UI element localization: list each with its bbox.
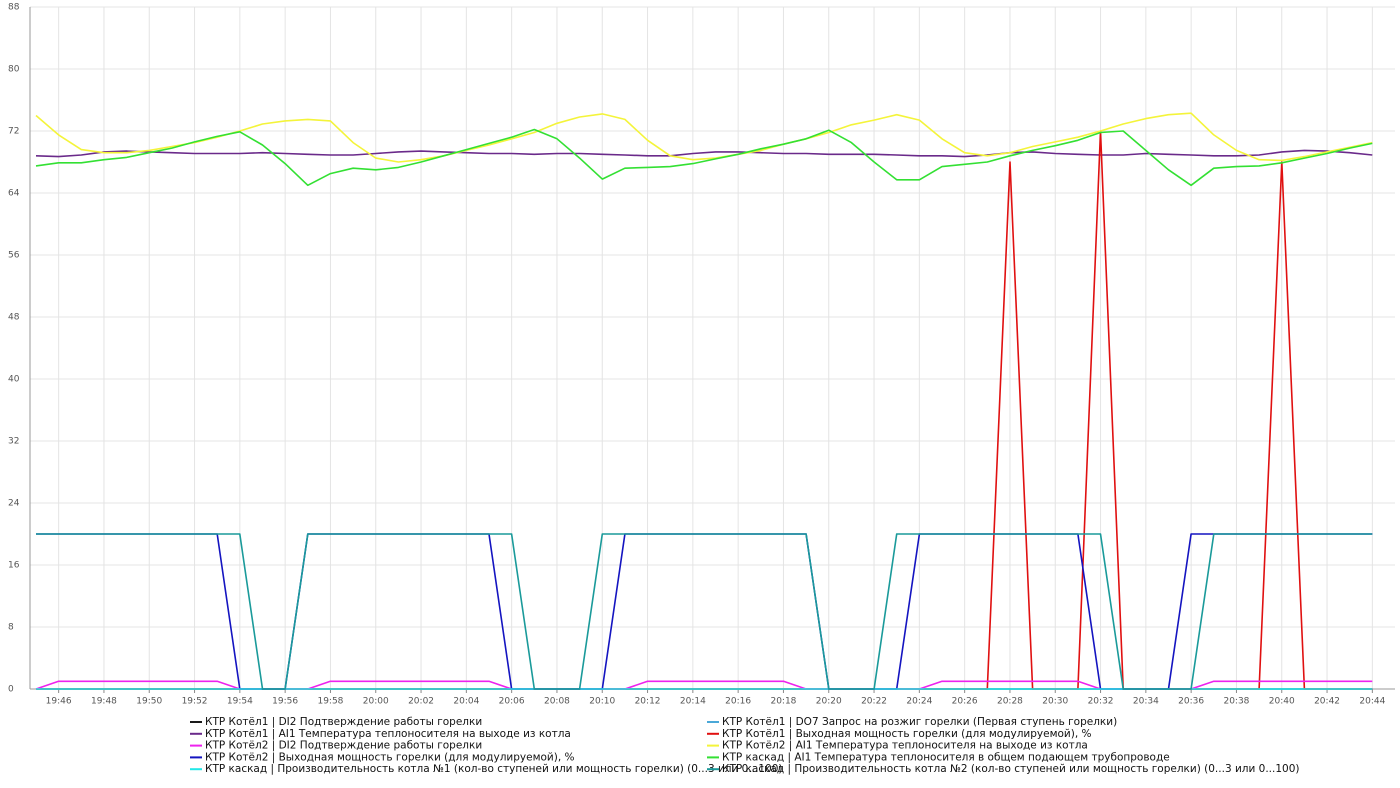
- x-tick-label: 20:44: [1359, 697, 1385, 707]
- x-tick-label: 20:40: [1269, 697, 1295, 707]
- legend-text: КТР Котёл1 | AI1 Температура теплоносите…: [205, 728, 571, 740]
- x-tick-label: 20:00: [363, 697, 389, 707]
- x-tick-label: 20:30: [1042, 697, 1068, 707]
- y-tick-label: 8: [8, 623, 14, 633]
- x-tick-label: 20:14: [680, 697, 706, 707]
- x-tick-label: 19:56: [272, 697, 298, 707]
- y-tick-label: 0: [8, 685, 14, 695]
- legend-text: КТР Котёл2 | Выходная мощность горелки (…: [205, 751, 575, 763]
- series-line: [35, 112, 1373, 163]
- y-tick-label: 48: [8, 313, 20, 323]
- x-tick-label: 20:28: [997, 697, 1023, 707]
- legend-text: КТР Котёл1 | DO7 Запрос на розжиг горелк…: [722, 716, 1117, 728]
- y-tick-label: 32: [8, 437, 19, 447]
- x-tick-label: 20:02: [408, 697, 434, 707]
- y-tick-label: 16: [8, 561, 20, 571]
- x-tick-label: 19:52: [182, 697, 208, 707]
- y-tick-label: 80: [8, 65, 20, 75]
- legend-text: КТР Котёл2 | DI2 Подтверждение работы го…: [205, 740, 482, 752]
- y-tick-label: 56: [8, 251, 20, 261]
- series-line: [35, 128, 1373, 187]
- y-tick-label: 88: [8, 3, 20, 13]
- x-tick-label: 19:48: [91, 697, 117, 707]
- x-tick-label: 20:24: [906, 697, 932, 707]
- series-line: [36, 533, 1373, 690]
- x-tick-label: 20:20: [816, 697, 842, 707]
- x-tick-label: 20:36: [1178, 697, 1204, 707]
- y-tick-label: 64: [8, 189, 20, 199]
- y-tick-label: 24: [8, 499, 20, 509]
- series-line: [35, 149, 1373, 158]
- x-tick-label: 20:32: [1088, 697, 1114, 707]
- legend-text: КТР Котёл2 | AI1 Температура теплоносите…: [722, 740, 1088, 752]
- x-tick-label: 20:04: [453, 697, 479, 707]
- x-tick-label: 20:26: [952, 697, 978, 707]
- x-tick-label: 19:46: [46, 697, 72, 707]
- series-line: [36, 130, 1373, 690]
- x-tick-label: 19:50: [136, 697, 162, 707]
- x-tick-label: 20:38: [1223, 697, 1249, 707]
- x-tick-label: 20:34: [1133, 697, 1159, 707]
- x-tick-label: 20:06: [499, 697, 525, 707]
- series-line: [35, 680, 1373, 690]
- x-tick-label: 19:58: [317, 697, 343, 707]
- x-tick-label: 20:16: [725, 697, 751, 707]
- series-line: [36, 533, 1373, 690]
- x-tick-label: 20:22: [861, 697, 887, 707]
- x-tick-label: 20:08: [544, 697, 570, 707]
- legend-text: КТР Котёл1 | Выходная мощность горелки (…: [722, 728, 1092, 740]
- legend-text: КТР каскад | Производительность котла №2…: [722, 763, 1300, 775]
- legend-text: КТР каскад | Производительность котла №1…: [205, 763, 783, 775]
- x-tick-label: 20:18: [770, 697, 796, 707]
- y-tick-label: 72: [8, 127, 19, 137]
- x-tick-label: 20:12: [635, 697, 661, 707]
- y-tick-label: 40: [8, 375, 20, 385]
- x-tick-label: 19:54: [227, 697, 253, 707]
- legend-text: КТР Котёл1 | DI2 Подтверждение работы го…: [205, 716, 482, 728]
- x-tick-label: 20:42: [1314, 697, 1340, 707]
- x-tick-label: 20:10: [589, 697, 615, 707]
- legend-text: КТР каскад | AI1 Температура теплоносите…: [722, 751, 1170, 763]
